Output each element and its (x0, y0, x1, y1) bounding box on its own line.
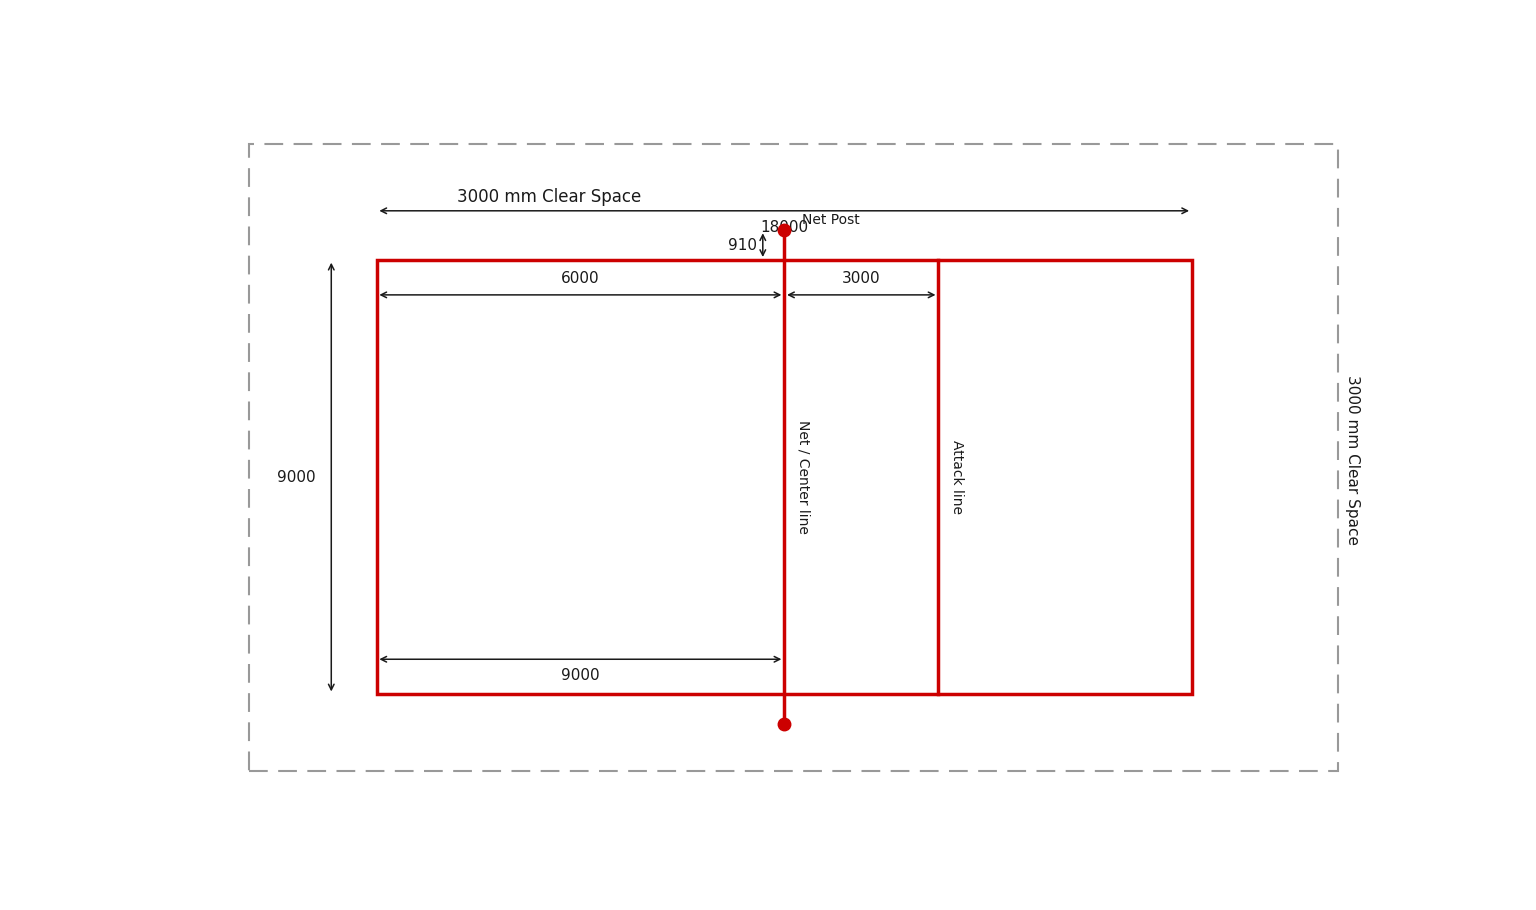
Text: Attack line: Attack line (951, 440, 965, 514)
Text: 910: 910 (728, 238, 757, 253)
Text: 9000: 9000 (561, 668, 599, 683)
Text: 3000 mm Clear Space: 3000 mm Clear Space (458, 187, 641, 206)
Text: Net / Center line: Net / Center line (796, 420, 809, 534)
Text: Net Post: Net Post (802, 213, 860, 227)
Bar (376, 260, 1192, 694)
Text: 3000 mm Clear Space: 3000 mm Clear Space (1346, 375, 1361, 544)
Text: 9000: 9000 (276, 470, 316, 484)
Bar (249, 144, 1338, 772)
Text: 3000: 3000 (842, 271, 880, 286)
Text: 6000: 6000 (561, 271, 599, 286)
Text: 18000: 18000 (760, 220, 808, 235)
